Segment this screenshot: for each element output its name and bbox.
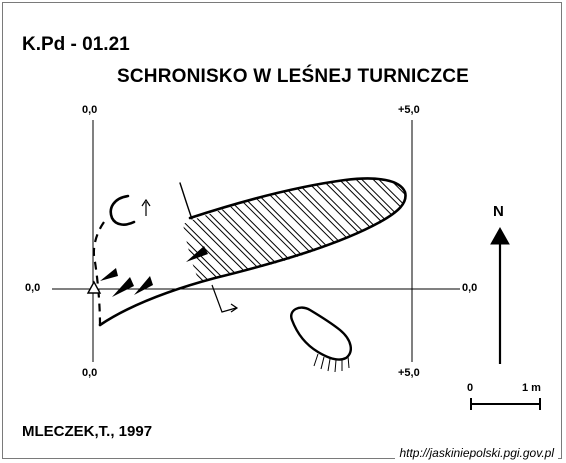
rock-hook-shape: [111, 196, 134, 225]
cave-entrance-edge: [180, 183, 192, 219]
scale-bar: [471, 398, 540, 410]
rock-blob: [291, 308, 351, 372]
slope-arrow-upper: [142, 200, 150, 216]
north-arrow-icon: [491, 228, 509, 364]
survey-station-icon: [88, 282, 100, 293]
entrance-dashed-line: [94, 222, 104, 326]
sediment-hatched-area: [183, 179, 405, 284]
